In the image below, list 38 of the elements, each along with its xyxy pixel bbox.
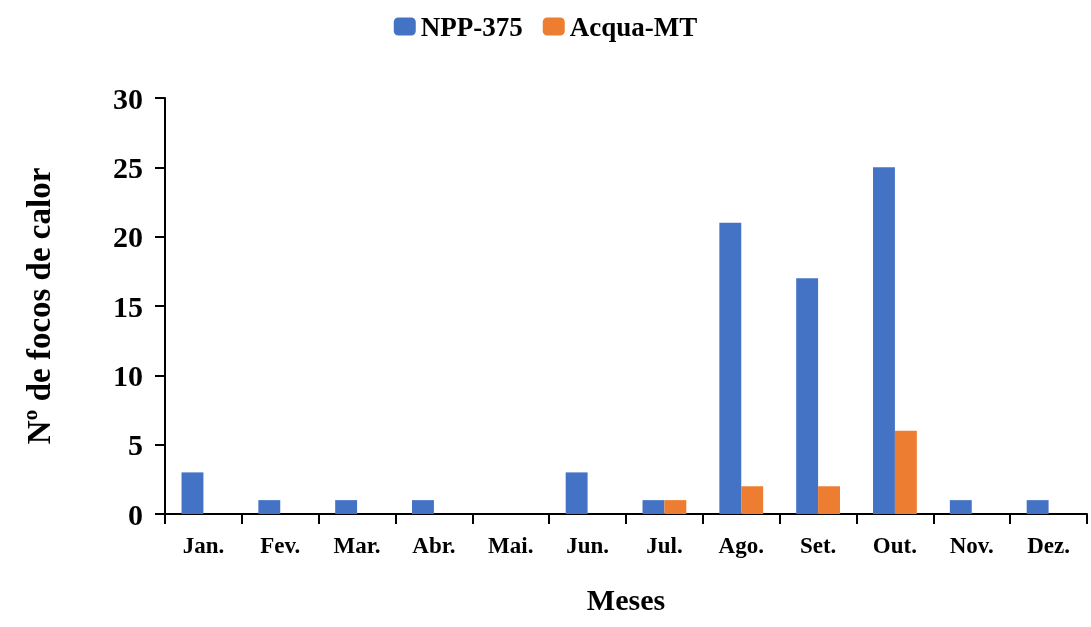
bar bbox=[1026, 500, 1049, 514]
x-tick-label: Abr. bbox=[412, 533, 456, 558]
x-tick-label: Fev. bbox=[260, 533, 301, 558]
x-tick-label: Mai. bbox=[488, 533, 534, 558]
y-tick-label: 5 bbox=[128, 428, 143, 462]
y-tick-label: 15 bbox=[113, 289, 143, 323]
y-tick-label: 0 bbox=[128, 497, 143, 531]
bar bbox=[181, 472, 204, 514]
bar bbox=[335, 500, 358, 514]
bar bbox=[894, 430, 917, 514]
x-tick-label: Jul. bbox=[646, 533, 683, 558]
x-tick-label: Set. bbox=[799, 533, 837, 558]
bar bbox=[664, 500, 687, 514]
bar bbox=[741, 486, 764, 514]
x-tick-label: Out. bbox=[872, 533, 917, 558]
bar bbox=[818, 486, 840, 514]
x-tick-label: Jun. bbox=[566, 533, 610, 558]
x-tick-label: Ago. bbox=[718, 533, 764, 558]
bar bbox=[642, 500, 665, 514]
bar bbox=[565, 472, 588, 514]
legend-label: NPP-375 bbox=[420, 11, 523, 42]
bar bbox=[719, 222, 742, 514]
legend-label: Acqua-MT bbox=[569, 11, 698, 42]
bar bbox=[412, 500, 434, 514]
y-tick-label: 20 bbox=[113, 220, 143, 254]
x-tick-label: Dez. bbox=[1027, 533, 1070, 558]
x-tick-label: Nov. bbox=[949, 533, 994, 558]
bar bbox=[873, 167, 895, 514]
y-axis-title: Nº de focos de calor bbox=[20, 167, 57, 445]
y-tick-label: 25 bbox=[113, 150, 143, 184]
y-tick-label: 30 bbox=[113, 81, 143, 115]
x-axis-title: Meses bbox=[586, 582, 666, 616]
x-tick-label: Jan. bbox=[182, 533, 225, 558]
x-tick-label: Mar. bbox=[333, 533, 381, 558]
bar bbox=[796, 278, 819, 514]
y-tick-label: 10 bbox=[113, 358, 143, 392]
bar bbox=[949, 500, 972, 514]
bar bbox=[258, 500, 281, 514]
